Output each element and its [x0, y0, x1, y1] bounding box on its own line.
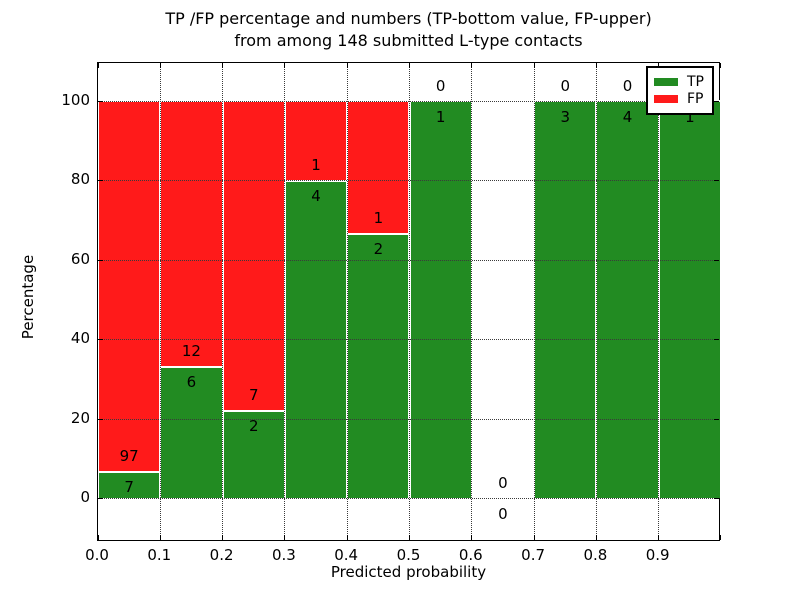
- fp-swatch-icon: [654, 95, 678, 104]
- x-tick-label: 0.8: [583, 546, 608, 564]
- y-tick-label: 80: [70, 170, 90, 189]
- x-tick-label: 0.0: [85, 546, 109, 564]
- y-tick-mark: [98, 339, 103, 341]
- x-tick-mark-top: [222, 63, 224, 68]
- x-tick-mark-top: [595, 63, 597, 68]
- tp-segment: [348, 233, 409, 498]
- legend-label-fp: FP: [687, 91, 704, 108]
- x-tick-label: 0.3: [271, 546, 296, 564]
- y-tick-mark: [98, 259, 103, 261]
- y-tick-mark: [98, 101, 103, 102]
- stacked-bar-bin-0.7-0.8: [534, 100, 597, 498]
- fp-count-label: 0: [560, 77, 571, 95]
- y-tick-mark: [98, 180, 103, 182]
- y-tick-mark-right: [714, 259, 719, 261]
- x-tick-mark: [98, 535, 99, 540]
- x-axis-label: Predicted probability: [330, 563, 487, 581]
- tp-swatch-icon: [654, 77, 678, 86]
- stacked-bar-bin-0.2-0.3: [222, 100, 285, 498]
- x-tick-mark-top: [346, 63, 348, 68]
- x-tick-mark: [409, 535, 410, 540]
- y-tick-mark-right: [714, 498, 719, 499]
- x-tick-mark: [720, 535, 721, 540]
- stacked-bar-bin-0.8-0.9: [596, 100, 659, 498]
- x-tick-label: 0.5: [396, 546, 421, 564]
- legend-item-tp: TP: [654, 75, 706, 89]
- chart-title: TP /FP percentage and numbers (TP-bottom…: [97, 8, 720, 52]
- y-tick-mark-right: [714, 339, 719, 341]
- x-tick-mark: [595, 535, 597, 540]
- chart-title-line2: from among 148 submitted L-type contacts: [234, 31, 583, 50]
- stacked-bar-bin-0.4-0.5: [347, 100, 410, 498]
- y-tick-label: 0: [80, 488, 90, 506]
- y-tick-mark: [98, 418, 103, 420]
- x-tick-mark-top: [98, 63, 99, 68]
- x-tick-mark-top: [533, 63, 535, 68]
- legend: TP FP: [646, 66, 714, 115]
- x-tick-mark: [346, 535, 348, 540]
- stacked-bar-bin-0.0-0.1: [98, 100, 161, 498]
- x-tick-label: 0.4: [334, 546, 359, 564]
- x-tick-label: 0.7: [521, 546, 546, 564]
- tp-segment: [161, 365, 222, 498]
- plot-area: 9771267214120100030401: [97, 62, 721, 541]
- x-tick-mark-top: [720, 63, 721, 68]
- y-tick-mark-right: [714, 418, 719, 420]
- y-axis-label: Percentage: [19, 254, 37, 340]
- y-tick-label: 60: [70, 249, 90, 268]
- fp-count-label: 0: [498, 474, 508, 492]
- legend-item-fp: FP: [654, 92, 706, 106]
- y-tick-mark-right: [714, 101, 719, 102]
- stacked-bar-bin-0.1-0.2: [160, 100, 223, 498]
- stacked-bar-bin-0.3-0.4: [284, 100, 348, 498]
- x-tick-mark: [222, 535, 224, 540]
- tp-segment: [285, 180, 347, 498]
- x-tick-label: 0.1: [147, 546, 172, 564]
- tp-segment: [223, 409, 284, 498]
- y-tick-label: 100: [61, 91, 90, 109]
- x-tick-label: 0.9: [645, 546, 670, 564]
- tp-segment: [99, 471, 160, 498]
- x-tick-mark: [471, 535, 473, 540]
- chart-title-line1: TP /FP percentage and numbers (TP-bottom…: [165, 9, 652, 28]
- tp-count-label: 0: [498, 505, 508, 523]
- x-tick-mark-top: [471, 63, 473, 68]
- x-tick-mark-top: [409, 63, 410, 68]
- x-tick-label: 0.2: [209, 546, 234, 564]
- x-tick-mark: [284, 535, 286, 540]
- y-tick-label: 20: [70, 408, 90, 427]
- fp-count-label: 0: [435, 77, 446, 95]
- x-tick-label: 0.6: [458, 546, 483, 564]
- x-tick-mark: [533, 535, 535, 540]
- x-tick-mark-top: [284, 63, 286, 68]
- x-tick-mark-top: [159, 63, 161, 68]
- stacked-bar-bin-0.9-1.0: [658, 100, 721, 498]
- y-tick-mark: [98, 498, 103, 499]
- y-tick-mark-right: [714, 180, 719, 182]
- y-gridline: [98, 498, 719, 499]
- y-tick-label: 40: [70, 329, 90, 348]
- x-tick-mark: [159, 535, 161, 540]
- legend-label-tp: TP: [687, 73, 704, 90]
- stacked-bar-bin-0.5-0.6: [409, 100, 472, 498]
- x-tick-mark: [658, 535, 660, 540]
